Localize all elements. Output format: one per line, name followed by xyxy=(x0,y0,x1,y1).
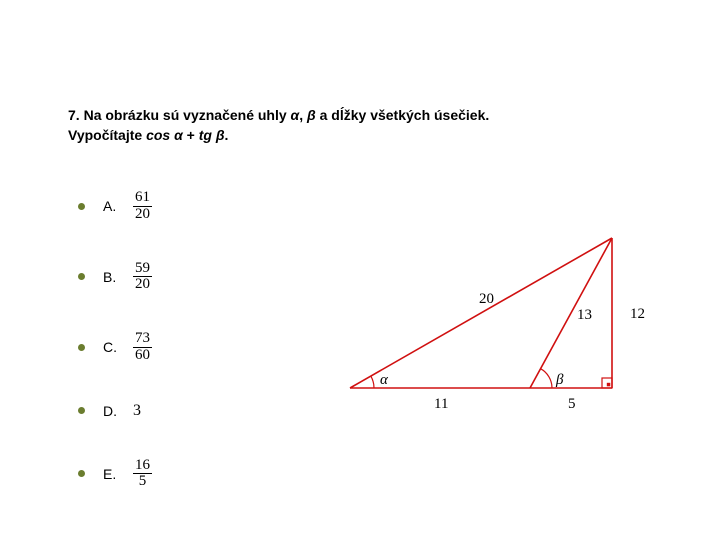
svg-text:α: α xyxy=(380,372,389,388)
q-beta2: β xyxy=(216,127,225,143)
option-value: 3 xyxy=(133,402,141,420)
bullet-icon xyxy=(78,344,85,351)
q-line2-prefix: Vypočítajte xyxy=(68,127,146,143)
option-label: C. xyxy=(103,339,119,355)
option-value: 59 20 xyxy=(133,261,152,294)
fraction-numerator: 59 xyxy=(133,261,152,278)
bullet-icon xyxy=(78,407,85,414)
q-comma: , xyxy=(299,107,307,123)
option-value: 73 60 xyxy=(133,331,152,364)
svg-text:5: 5 xyxy=(568,396,576,412)
option-d: D. 3 xyxy=(78,402,152,420)
fraction-numerator: 61 xyxy=(133,190,152,207)
q-beta: β xyxy=(307,107,316,123)
q-cos: cos xyxy=(146,127,174,143)
option-label: D. xyxy=(103,403,119,419)
options-list: A. 61 20 B. 59 20 C. 73 60 D. 3 E. 16 5 xyxy=(78,190,152,528)
triangle-diagram: 20 13 12 11 5 α β xyxy=(330,218,680,418)
q-text2: a dĺžky všetkých úsečiek. xyxy=(316,107,490,123)
bullet-icon xyxy=(78,203,85,210)
svg-text:13: 13 xyxy=(577,307,592,323)
fraction-denominator: 20 xyxy=(133,277,152,293)
fraction-denominator: 5 xyxy=(137,474,149,490)
q-period: . xyxy=(225,127,229,143)
q-tg: tg xyxy=(199,127,216,143)
question-header: 7. Na obrázku sú vyznačené uhly α, β a d… xyxy=(68,106,658,145)
svg-text:20: 20 xyxy=(479,291,494,307)
svg-text:β: β xyxy=(555,372,564,388)
option-e: E. 16 5 xyxy=(78,458,152,491)
svg-text:11: 11 xyxy=(434,396,448,412)
fraction-denominator: 60 xyxy=(133,348,152,364)
bullet-icon xyxy=(78,470,85,477)
svg-text:12: 12 xyxy=(630,306,645,322)
option-value: 61 20 xyxy=(133,190,152,223)
q-number: 7. xyxy=(68,107,80,123)
q-plus: + xyxy=(183,127,199,143)
option-label: B. xyxy=(103,269,119,285)
option-b: B. 59 20 xyxy=(78,261,152,294)
q-alpha2: α xyxy=(174,127,183,143)
option-c: C. 73 60 xyxy=(78,331,152,364)
option-label: A. xyxy=(103,198,119,214)
option-label: E. xyxy=(103,466,119,482)
triangle-svg: 20 13 12 11 5 α β xyxy=(330,218,680,418)
fraction-denominator: 20 xyxy=(133,207,152,223)
bullet-icon xyxy=(78,273,85,280)
q-alpha: α xyxy=(291,107,300,123)
fraction-numerator: 73 xyxy=(133,331,152,348)
fraction-numerator: 16 xyxy=(133,458,152,475)
option-value: 16 5 xyxy=(133,458,152,491)
q-text1: Na obrázku sú vyznačené uhly xyxy=(84,107,291,123)
option-a: A. 61 20 xyxy=(78,190,152,223)
